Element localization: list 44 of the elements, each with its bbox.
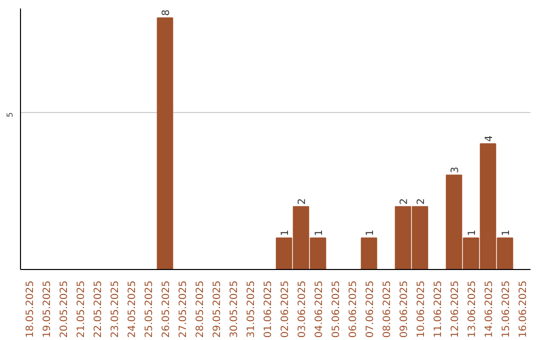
- x-tick-label: 18.05.2025: [25, 280, 36, 338]
- x-tick-label: 19.05.2025: [42, 280, 53, 338]
- x-tick-label: 26.05.2025: [161, 280, 172, 338]
- x-tick-label: 09.06.2025: [399, 280, 410, 338]
- x-tick-label: 24.05.2025: [127, 280, 138, 338]
- x-tick-label: 23.05.2025: [110, 280, 121, 338]
- data-label: 1: [280, 230, 291, 236]
- x-tick-label: 01.06.2025: [263, 280, 274, 338]
- data-label: 1: [501, 230, 512, 236]
- x-tick-label: 27.05.2025: [178, 280, 189, 338]
- data-label: 3: [450, 166, 461, 174]
- x-tick-label: 25.05.2025: [144, 280, 155, 338]
- x-tick-label: 20.05.2025: [59, 280, 70, 338]
- data-label: 1: [365, 230, 376, 236]
- x-tick-label: 14.06.2025: [484, 280, 495, 338]
- x-tick-label: 12.06.2025: [450, 280, 461, 338]
- x-tick-label: 31.05.2025: [246, 280, 257, 338]
- x-tick-label: 29.05.2025: [212, 280, 223, 338]
- data-label: 1: [314, 230, 325, 236]
- x-tick-label: 22.05.2025: [93, 280, 104, 338]
- x-tick-label: 02.06.2025: [280, 280, 291, 338]
- x-tick-label: 10.06.2025: [416, 280, 427, 338]
- y-tick-label: 5: [6, 112, 14, 118]
- x-tick-label: 30.05.2025: [229, 280, 240, 338]
- bar: [156, 17, 174, 270]
- bar: [360, 238, 378, 270]
- data-label: 8: [161, 10, 172, 16]
- x-tick-label: 08.06.2025: [382, 280, 393, 338]
- x-tick-label: 16.06.2025: [518, 280, 529, 338]
- x-tick-label: 07.06.2025: [365, 280, 376, 338]
- x-tick-label: 04.06.2025: [314, 280, 325, 338]
- x-tick-label: 06.06.2025: [348, 280, 359, 338]
- x-tick-label: 05.06.2025: [331, 280, 342, 338]
- data-label: 1: [467, 230, 478, 236]
- x-tick-label: 13.06.2025: [467, 280, 478, 338]
- data-label: 2: [416, 198, 427, 205]
- x-tick-label: 15.06.2025: [501, 280, 512, 338]
- x-tick-label: 28.05.2025: [195, 280, 206, 338]
- x-tick-label: 21.05.2025: [76, 280, 87, 338]
- data-label: 4: [484, 135, 495, 142]
- data-label: 2: [297, 198, 308, 205]
- x-tick-label: 03.06.2025: [297, 280, 308, 338]
- x-tick-label: 11.06.2025: [433, 280, 444, 338]
- data-label: 2: [399, 198, 410, 205]
